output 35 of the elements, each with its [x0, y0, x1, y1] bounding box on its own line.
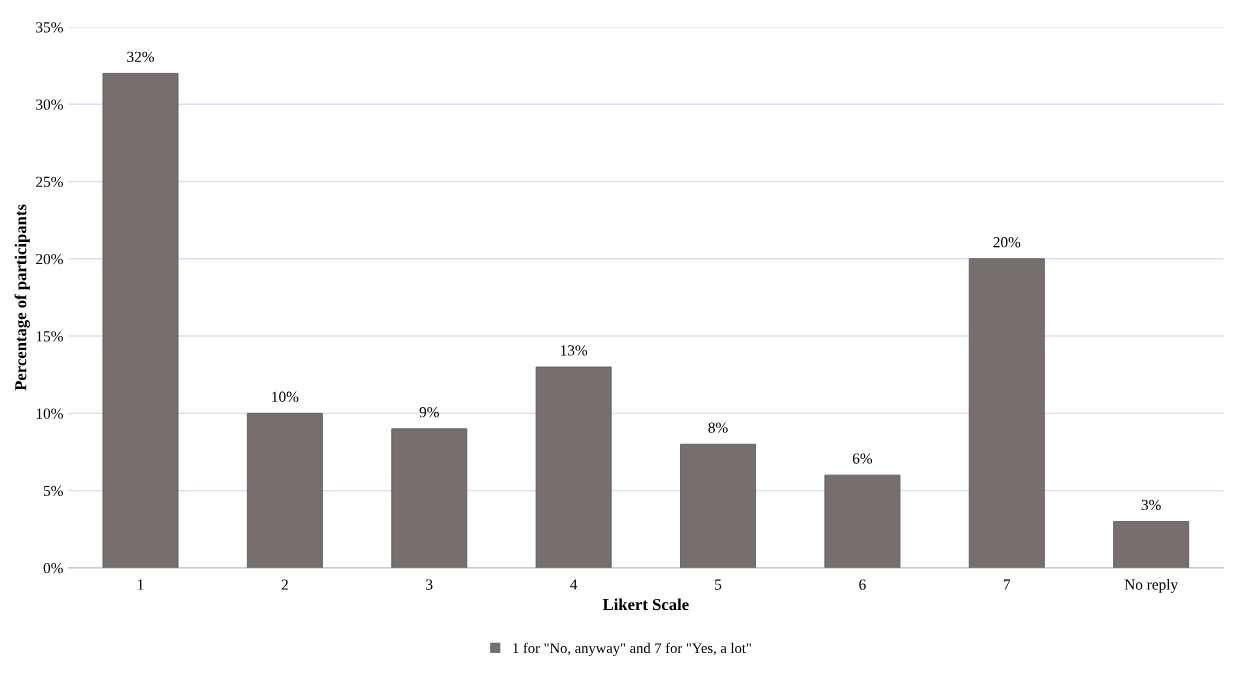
y-tick-label: 0%	[43, 562, 63, 574]
bar	[824, 474, 901, 568]
data-label: 20%	[993, 237, 1021, 248]
x-tick-label: 3	[426, 579, 433, 590]
y-tick-label: 15%	[36, 331, 63, 342]
y-tick-label: 35%	[36, 22, 63, 33]
y-tick-label: 30%	[36, 99, 63, 110]
x-tick-label: 7	[1003, 579, 1011, 590]
data-label: 6%	[852, 453, 873, 464]
y-tick-label: 10%	[36, 408, 63, 419]
x-tick-label: 6	[859, 579, 866, 590]
data-label: 32%	[127, 51, 154, 63]
bar	[535, 366, 612, 568]
data-label: 3%	[1141, 499, 1161, 511]
bar	[968, 258, 1045, 568]
y-tick-label: 25%	[36, 176, 63, 188]
data-label: 13%	[560, 345, 588, 356]
x-tick-label: No reply	[1124, 578, 1179, 593]
y-tick-label: 20%	[36, 253, 63, 265]
legend-label: 1 for "No, anyway" and 7 for "Yes, a lot"	[513, 642, 751, 657]
x-tick-label: 4	[570, 579, 578, 590]
x-tick-label: 1	[138, 579, 144, 590]
data-label: 8%	[708, 422, 728, 433]
x-tick-label: 2	[281, 579, 288, 590]
data-label: 10%	[272, 391, 299, 402]
bar	[391, 428, 468, 568]
bar	[102, 72, 179, 568]
x-axis-title: Likert Scale	[602, 598, 689, 611]
y-axis-title: Percentage of participants	[14, 204, 30, 391]
y-tick-label: 5%	[43, 485, 63, 497]
bar	[1113, 521, 1190, 568]
bar	[246, 412, 323, 568]
x-tick-label: 5	[715, 579, 722, 590]
bar	[680, 443, 756, 568]
data-label: 9%	[419, 407, 439, 418]
